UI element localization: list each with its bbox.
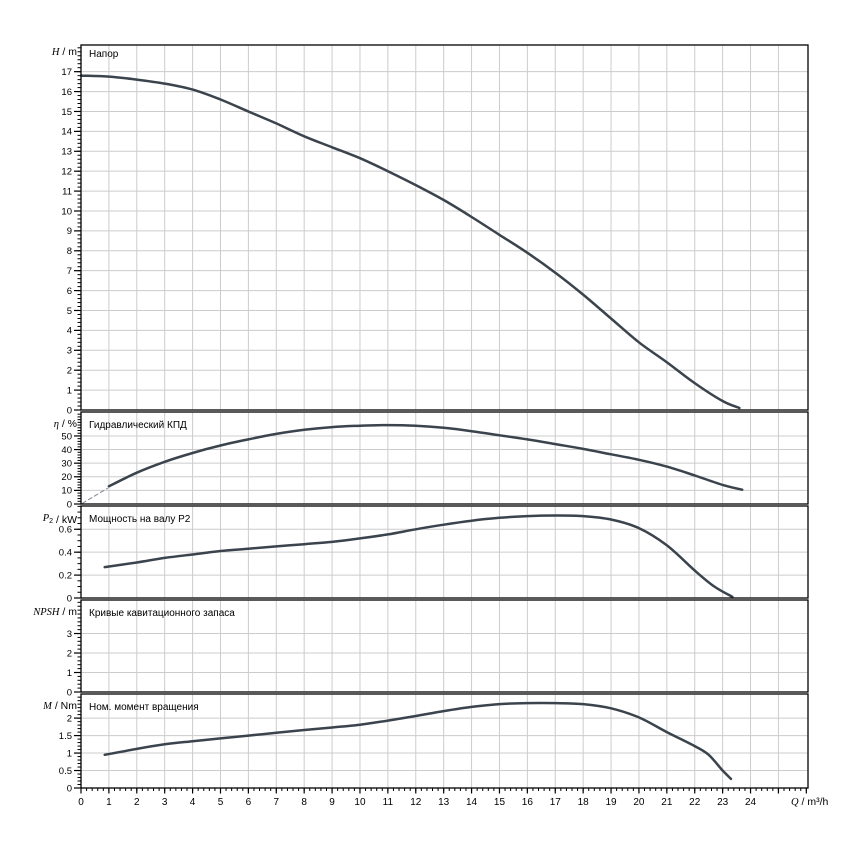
y-tick-label-efficiency: 20 <box>61 472 72 483</box>
y-tick-label-head: 6 <box>67 286 72 297</box>
plot-border-efficiency <box>80 411 809 505</box>
x-tick-label: 6 <box>246 797 252 808</box>
axis-unit-label-efficiency: η / % <box>54 418 77 430</box>
y-tick-label-efficiency: 0 <box>67 499 72 510</box>
axis-unit-label-torque: M / Nm <box>42 700 77 712</box>
x-tick-label: 5 <box>218 797 224 808</box>
x-tick-label: 12 <box>410 797 422 808</box>
y-tick-label-head: 17 <box>61 67 72 78</box>
eta-extrapolation <box>81 487 109 504</box>
x-tick-label: 7 <box>273 797 279 808</box>
y-tick-label-head: 16 <box>61 87 72 98</box>
y-tick-label-efficiency: 30 <box>61 458 72 469</box>
plot-title-shaft-power: Мощность на валу P2 <box>89 514 191 525</box>
x-tick-label: 23 <box>717 797 729 808</box>
y-tick-label-torque: 1.5 <box>59 731 72 742</box>
x-axis-unit-label: Q / m³/h <box>791 796 829 808</box>
y-tick-label-head: 7 <box>67 266 72 277</box>
x-tick-label: 10 <box>354 797 366 808</box>
x-tick-label: 9 <box>329 797 335 808</box>
x-tick-label: 0 <box>78 797 84 808</box>
x-tick-label: 3 <box>162 797 168 808</box>
y-tick-label-efficiency: 50 <box>61 431 72 442</box>
plot-title-head: Напор <box>89 49 119 60</box>
p2-curve <box>103 514 734 599</box>
y-tick-label-efficiency: 40 <box>61 445 72 456</box>
x-tick-label: 1 <box>106 797 112 808</box>
x-tick-label: 14 <box>466 797 478 808</box>
x-tick-label: 22 <box>689 797 701 808</box>
plot-title-npsh: Кривые кавитационного запаса <box>89 608 235 619</box>
y-tick-label-efficiency: 10 <box>61 486 72 497</box>
y-tick-label-npsh: 2 <box>67 648 72 659</box>
axis-unit-label-npsh: NPSH / m <box>32 606 77 618</box>
y-tick-label-shaft-power: 0.4 <box>59 547 72 558</box>
plot-border-torque <box>80 693 809 789</box>
x-tick-label: 17 <box>550 797 562 808</box>
y-tick-label-head: 12 <box>61 166 72 177</box>
eta-curve <box>107 423 744 491</box>
y-tick-label-head: 1 <box>67 385 72 396</box>
x-tick-label: 2 <box>134 797 140 808</box>
torque-curve <box>103 701 733 781</box>
y-tick-label-torque: 1 <box>67 748 72 759</box>
x-tick-label: 16 <box>522 797 534 808</box>
x-tick-label: 21 <box>661 797 673 808</box>
y-tick-label-head: 5 <box>67 306 72 317</box>
axis-unit-label-shaft-power: P2 / kW <box>42 513 77 526</box>
y-tick-label-torque: 0.5 <box>59 766 72 777</box>
y-tick-label-head: 8 <box>67 246 72 257</box>
y-tick-label-head: 15 <box>61 107 72 118</box>
x-tick-label: 24 <box>745 797 757 808</box>
x-tick-label: 18 <box>578 797 590 808</box>
plot-border-head <box>80 44 809 411</box>
H-curve <box>79 74 741 410</box>
y-tick-label-shaft-power: 0 <box>67 593 72 604</box>
x-tick-label: 11 <box>383 797 394 808</box>
x-tick-label: 15 <box>494 797 506 808</box>
y-tick-label-shaft-power: 0.6 <box>59 525 72 536</box>
y-tick-label-head: 13 <box>61 147 72 158</box>
y-tick-label-head: 0 <box>67 405 72 416</box>
x-tick-label: 4 <box>190 797 196 808</box>
x-tick-label: 20 <box>633 797 645 808</box>
y-tick-label-npsh: 0 <box>67 687 72 698</box>
y-tick-label-head: 10 <box>61 206 72 217</box>
axis-unit-label-head: H / m <box>51 46 77 58</box>
plot-border-npsh <box>80 599 809 693</box>
y-tick-label-npsh: 3 <box>67 629 72 640</box>
x-tick-label: 8 <box>301 797 307 808</box>
y-tick-label-head: 2 <box>67 365 72 376</box>
plot-title-efficiency: Гидравлический КПД <box>89 420 187 431</box>
y-tick-label-head: 9 <box>67 226 72 237</box>
plot-border-shaft-power <box>80 505 809 599</box>
y-tick-label-shaft-power: 0.2 <box>59 570 72 581</box>
y-tick-label-head: 14 <box>61 127 72 138</box>
x-tick-label: 13 <box>438 797 450 808</box>
y-tick-label-npsh: 1 <box>67 668 72 679</box>
x-tick-label: 19 <box>605 797 617 808</box>
y-tick-label-torque: 0 <box>67 783 72 794</box>
y-tick-label-head: 4 <box>67 326 72 337</box>
plot-title-torque: Ном. момент вращения <box>89 702 199 713</box>
y-tick-label-head: 11 <box>62 186 72 197</box>
y-tick-label-head: 3 <box>67 346 72 357</box>
y-tick-label-torque: 2 <box>67 713 72 724</box>
